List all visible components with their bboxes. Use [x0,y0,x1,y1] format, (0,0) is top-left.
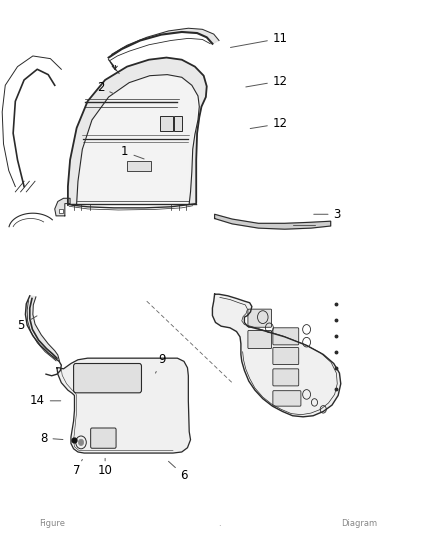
FancyBboxPatch shape [174,116,182,131]
Polygon shape [212,294,341,417]
Text: 2: 2 [97,81,113,94]
Text: 14: 14 [30,394,61,407]
Text: 9: 9 [155,353,166,373]
FancyBboxPatch shape [127,161,151,171]
Circle shape [78,439,84,446]
Polygon shape [25,296,60,361]
Text: 5: 5 [18,316,37,332]
FancyBboxPatch shape [248,309,272,327]
Text: 12: 12 [250,117,288,130]
Text: 8: 8 [40,432,63,445]
Text: Figure: Figure [39,519,66,528]
FancyBboxPatch shape [273,369,299,386]
Bar [59,209,63,213]
Polygon shape [68,58,207,205]
Text: 6: 6 [169,462,188,482]
FancyBboxPatch shape [273,391,301,406]
Text: 1: 1 [121,146,144,159]
Text: 10: 10 [98,458,113,477]
Text: 12: 12 [246,75,288,87]
Polygon shape [55,198,70,216]
FancyBboxPatch shape [160,116,173,131]
Text: 7: 7 [73,459,82,477]
FancyBboxPatch shape [91,428,116,448]
FancyBboxPatch shape [273,348,299,365]
Polygon shape [215,214,331,229]
Text: 3: 3 [314,208,341,221]
FancyBboxPatch shape [74,364,141,393]
Text: .: . [218,519,220,528]
FancyBboxPatch shape [273,328,299,345]
Polygon shape [78,74,197,203]
Text: Diagram: Diagram [341,519,377,528]
FancyBboxPatch shape [248,330,272,349]
Text: 11: 11 [230,32,288,47]
Polygon shape [57,358,191,453]
Polygon shape [109,28,219,58]
